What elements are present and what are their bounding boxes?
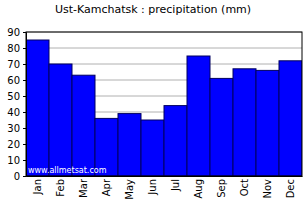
y-tick-label: 60 <box>7 75 20 86</box>
y-tick: 90 <box>7 27 26 38</box>
x-tick-label: Dec <box>285 179 296 198</box>
y-tick-label: 10 <box>7 155 20 166</box>
x-tick: Feb <box>55 176 66 197</box>
x-tick: Aug <box>193 176 204 199</box>
y-tick: 70 <box>7 59 26 70</box>
bar <box>72 75 95 176</box>
y-tick: 10 <box>7 155 26 166</box>
bar <box>164 106 187 176</box>
y-tick: 60 <box>7 75 26 86</box>
y-tick-label: 30 <box>7 123 20 134</box>
y-tick: 20 <box>7 139 26 150</box>
y-tick-label: 70 <box>7 59 20 70</box>
x-tick: Jul <box>170 176 181 192</box>
plot: 0 10 20 30 40 50 60 70 80 90 Jan Feb Mar Apr May Jun Jul… <box>7 27 302 200</box>
x-tick: Dec <box>285 176 296 198</box>
x-tick-label: Mar <box>78 178 89 198</box>
y-tick: 30 <box>7 123 26 134</box>
bars <box>26 40 302 176</box>
y-tick-label: 40 <box>7 107 20 118</box>
y-tick-label: 90 <box>7 27 20 38</box>
x-tick-label: Jun <box>147 179 158 196</box>
x-tick: Mar <box>78 176 89 198</box>
title: Ust-Kamchatsk : precipitation (mm) <box>55 3 251 16</box>
x-tick: Apr <box>101 176 112 196</box>
x-tick-label: Oct <box>239 179 250 196</box>
bar <box>118 114 141 176</box>
x-tick: Jan <box>32 176 43 195</box>
bar <box>49 64 72 176</box>
x-tick: Jun <box>147 176 158 196</box>
annotation: www.allmetsat.com <box>28 166 107 175</box>
grid-line <box>26 48 302 49</box>
x-tick: Nov <box>262 176 273 199</box>
y-tick-label: 80 <box>7 43 20 54</box>
y-tick-label: 50 <box>7 91 20 102</box>
y-tick-label: 20 <box>7 139 20 150</box>
x-tick-label: May <box>124 179 135 200</box>
bar <box>233 69 256 176</box>
bar <box>26 40 49 176</box>
y-axis: 0 10 20 30 40 50 60 70 80 90 <box>7 27 26 182</box>
x-tick-label: Sep <box>216 179 227 198</box>
x-tick-label: Jul <box>170 179 181 192</box>
x-tick-label: Jan <box>32 179 43 195</box>
x-tick: Oct <box>239 176 250 196</box>
y-tick: 40 <box>7 107 26 118</box>
chart: Ust-Kamchatsk : precipitation (mm) 0 10 20 3… <box>0 0 306 200</box>
bar <box>141 120 164 176</box>
y-tick-label: 0 <box>14 171 20 182</box>
x-tick: Sep <box>216 176 227 198</box>
x-tick-label: Feb <box>55 179 66 197</box>
x-tick: May <box>124 176 135 200</box>
bar <box>279 61 302 176</box>
x-tick-label: Apr <box>101 178 112 196</box>
bar <box>210 78 233 176</box>
y-tick: 80 <box>7 43 26 54</box>
bar <box>256 70 279 176</box>
x-tick-label: Nov <box>262 179 273 199</box>
bar <box>187 56 210 176</box>
y-tick: 0 <box>14 171 26 182</box>
plot-frame <box>26 32 302 176</box>
y-tick: 50 <box>7 91 26 102</box>
x-axis: Jan Feb Mar Apr May Jun Jul Aug Sep Oct Nov Dec <box>27 176 303 200</box>
x-tick-label: Aug <box>193 179 204 199</box>
grid <box>26 32 302 176</box>
